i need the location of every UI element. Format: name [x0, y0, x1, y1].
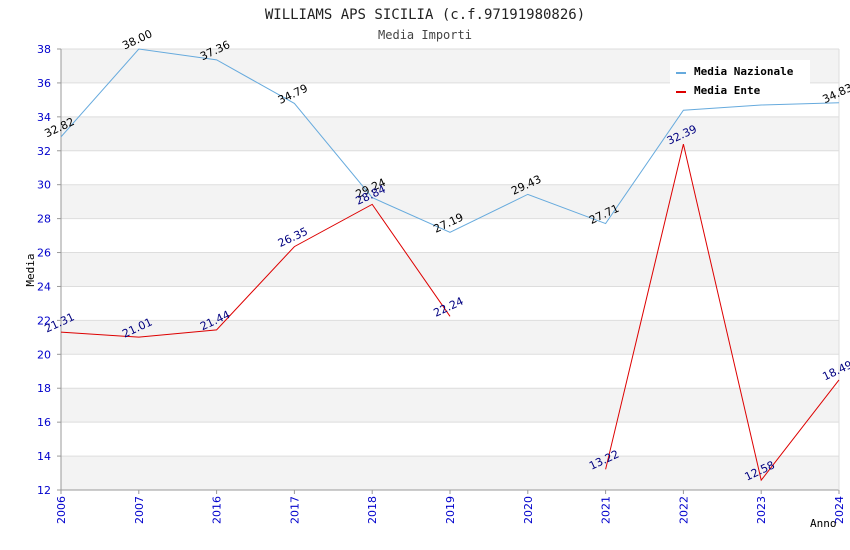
x-axis-label: Anno	[810, 517, 837, 530]
y-tick-label: 26	[37, 247, 51, 260]
chart-title: WILLIAMS APS SICILIA (c.f.97191980826)	[265, 7, 585, 23]
series-line-media-ente	[60, 203, 451, 338]
grid-band	[61, 456, 839, 490]
y-tick-label: 14	[37, 450, 51, 463]
x-tick-label: 2022	[677, 496, 690, 524]
background-bands	[61, 49, 839, 490]
x-tick-label: 2017	[288, 496, 301, 524]
y-tick-label: 18	[37, 382, 51, 395]
grid-band	[61, 320, 839, 355]
x-tick-label: 2018	[366, 496, 379, 524]
y-axis-label: Media	[24, 253, 37, 286]
series-line-media-nazionale	[60, 48, 840, 233]
x-tick-label: 2016	[211, 496, 224, 524]
y-tick-label: 38	[37, 43, 51, 56]
x-tick-label: 2024	[833, 496, 846, 524]
chart-subtitle: Media Importi	[378, 28, 472, 42]
y-tick-label: 30	[37, 179, 51, 192]
legend: Media Nazionale Media Ente	[670, 60, 810, 102]
legend-box	[670, 60, 810, 102]
series-line-media-ente	[605, 144, 840, 482]
grid-band	[61, 116, 839, 151]
y-tick-label: 32	[37, 145, 51, 158]
x-tick-label: 2019	[444, 496, 457, 524]
x-tick-label: 2021	[600, 496, 613, 524]
y-tick-label: 22	[37, 314, 51, 327]
data-label-media-ente: 26.35	[276, 225, 310, 250]
x-tick-label: 2020	[522, 496, 535, 524]
grid-band	[61, 184, 839, 219]
grid-band	[61, 252, 839, 287]
grid-band	[61, 388, 839, 423]
data-label-media-ente: 18.49	[820, 358, 850, 383]
y-tick-label: 34	[37, 111, 51, 124]
legend-label-media-ente: Media Ente	[694, 84, 761, 97]
y-tick-label: 36	[37, 77, 51, 90]
y-tick-label: 28	[37, 213, 51, 226]
legend-label-media-nazionale: Media Nazionale	[694, 65, 794, 78]
gridlines	[61, 48, 839, 491]
x-tick-label: 2023	[755, 496, 768, 524]
x-tick-label: 2006	[55, 496, 68, 524]
x-tick-label: 2007	[133, 496, 146, 524]
y-tick-label: 20	[37, 348, 51, 361]
y-tick-label: 12	[37, 484, 51, 497]
y-tick-label: 16	[37, 416, 51, 429]
y-tick-label: 24	[37, 280, 51, 293]
data-label-media-ente: 22.24	[431, 295, 465, 320]
series-lines	[60, 48, 840, 482]
x-tick-labels: 2006 2007 2016 2017 2018 2019 2020 2021 2022 2023…	[55, 496, 846, 524]
y-tick-labels: 12 14 16 18 20 22 24 26 28 30 32 34 36 38	[37, 43, 51, 497]
axes	[57, 48, 840, 494]
